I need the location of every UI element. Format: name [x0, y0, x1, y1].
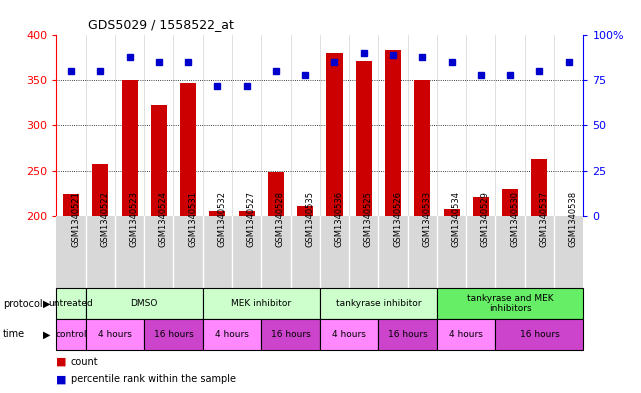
- Text: GSM1340525: GSM1340525: [364, 191, 373, 247]
- Text: 16 hours: 16 hours: [154, 330, 194, 339]
- Bar: [473, 197, 489, 216]
- Bar: [466, 216, 495, 288]
- Bar: [385, 50, 401, 216]
- Bar: [502, 189, 518, 216]
- Text: untreated: untreated: [49, 299, 94, 308]
- Bar: [122, 80, 138, 216]
- Text: GSM1340526: GSM1340526: [393, 191, 402, 247]
- Bar: [210, 211, 226, 216]
- Bar: [63, 194, 79, 216]
- Text: ■: ■: [56, 374, 67, 384]
- Text: GSM1340532: GSM1340532: [217, 191, 226, 247]
- Text: ▶: ▶: [42, 299, 50, 309]
- Bar: [144, 216, 174, 288]
- Bar: [320, 319, 378, 350]
- Text: GSM1340530: GSM1340530: [510, 191, 519, 247]
- Bar: [320, 216, 349, 288]
- Bar: [56, 216, 86, 288]
- Bar: [326, 53, 342, 216]
- Bar: [297, 206, 313, 216]
- Text: control: control: [55, 330, 87, 339]
- Bar: [203, 288, 320, 319]
- Bar: [268, 173, 284, 216]
- Text: GSM1340537: GSM1340537: [540, 191, 549, 248]
- Bar: [86, 319, 144, 350]
- Text: count: count: [71, 356, 98, 367]
- Bar: [444, 209, 460, 216]
- Bar: [86, 288, 203, 319]
- Text: ■: ■: [56, 356, 67, 367]
- Bar: [92, 164, 108, 216]
- Bar: [144, 319, 203, 350]
- Bar: [232, 216, 262, 288]
- Text: GSM1340528: GSM1340528: [276, 191, 285, 247]
- Bar: [437, 288, 583, 319]
- Bar: [408, 216, 437, 288]
- Text: GSM1340533: GSM1340533: [422, 191, 431, 248]
- Text: GSM1340521: GSM1340521: [71, 191, 80, 247]
- Text: 4 hours: 4 hours: [449, 330, 483, 339]
- Text: GSM1340531: GSM1340531: [188, 191, 197, 247]
- Bar: [151, 105, 167, 216]
- Bar: [56, 319, 86, 350]
- Text: time: time: [3, 329, 26, 340]
- Bar: [238, 211, 254, 216]
- Bar: [356, 61, 372, 216]
- Text: GSM1340523: GSM1340523: [129, 191, 138, 247]
- Bar: [378, 319, 437, 350]
- Text: 4 hours: 4 hours: [332, 330, 366, 339]
- Bar: [290, 216, 320, 288]
- Bar: [262, 319, 320, 350]
- Text: 4 hours: 4 hours: [215, 330, 249, 339]
- Text: GSM1340529: GSM1340529: [481, 191, 490, 247]
- Bar: [320, 288, 437, 319]
- Bar: [203, 216, 232, 288]
- Text: GSM1340536: GSM1340536: [335, 191, 344, 248]
- Text: 16 hours: 16 hours: [271, 330, 310, 339]
- Bar: [115, 216, 144, 288]
- Text: GSM1340538: GSM1340538: [569, 191, 578, 248]
- Text: GSM1340527: GSM1340527: [247, 191, 256, 247]
- Bar: [437, 319, 495, 350]
- Bar: [525, 216, 554, 288]
- Text: protocol: protocol: [3, 299, 43, 309]
- Text: GSM1340524: GSM1340524: [159, 191, 168, 247]
- Bar: [56, 288, 86, 319]
- Bar: [349, 216, 378, 288]
- Text: percentile rank within the sample: percentile rank within the sample: [71, 374, 235, 384]
- Bar: [414, 80, 430, 216]
- Text: GSM1340534: GSM1340534: [452, 191, 461, 247]
- Text: 16 hours: 16 hours: [519, 330, 560, 339]
- Bar: [554, 216, 583, 288]
- Bar: [531, 159, 547, 216]
- Bar: [437, 216, 466, 288]
- Bar: [495, 216, 525, 288]
- Bar: [86, 216, 115, 288]
- Text: GSM1340535: GSM1340535: [305, 191, 314, 247]
- Bar: [262, 216, 290, 288]
- Text: MEK inhibitor: MEK inhibitor: [231, 299, 292, 308]
- Text: 4 hours: 4 hours: [98, 330, 132, 339]
- Text: DMSO: DMSO: [131, 299, 158, 308]
- Text: tankyrase inhibitor: tankyrase inhibitor: [336, 299, 421, 308]
- Bar: [203, 319, 262, 350]
- Bar: [378, 216, 408, 288]
- Text: GSM1340522: GSM1340522: [100, 191, 110, 247]
- Bar: [174, 216, 203, 288]
- Text: GDS5029 / 1558522_at: GDS5029 / 1558522_at: [88, 18, 235, 31]
- Text: 16 hours: 16 hours: [388, 330, 428, 339]
- Text: tankyrase and MEK
inhibitors: tankyrase and MEK inhibitors: [467, 294, 553, 314]
- Bar: [495, 319, 583, 350]
- Bar: [180, 83, 196, 216]
- Text: ▶: ▶: [42, 329, 50, 340]
